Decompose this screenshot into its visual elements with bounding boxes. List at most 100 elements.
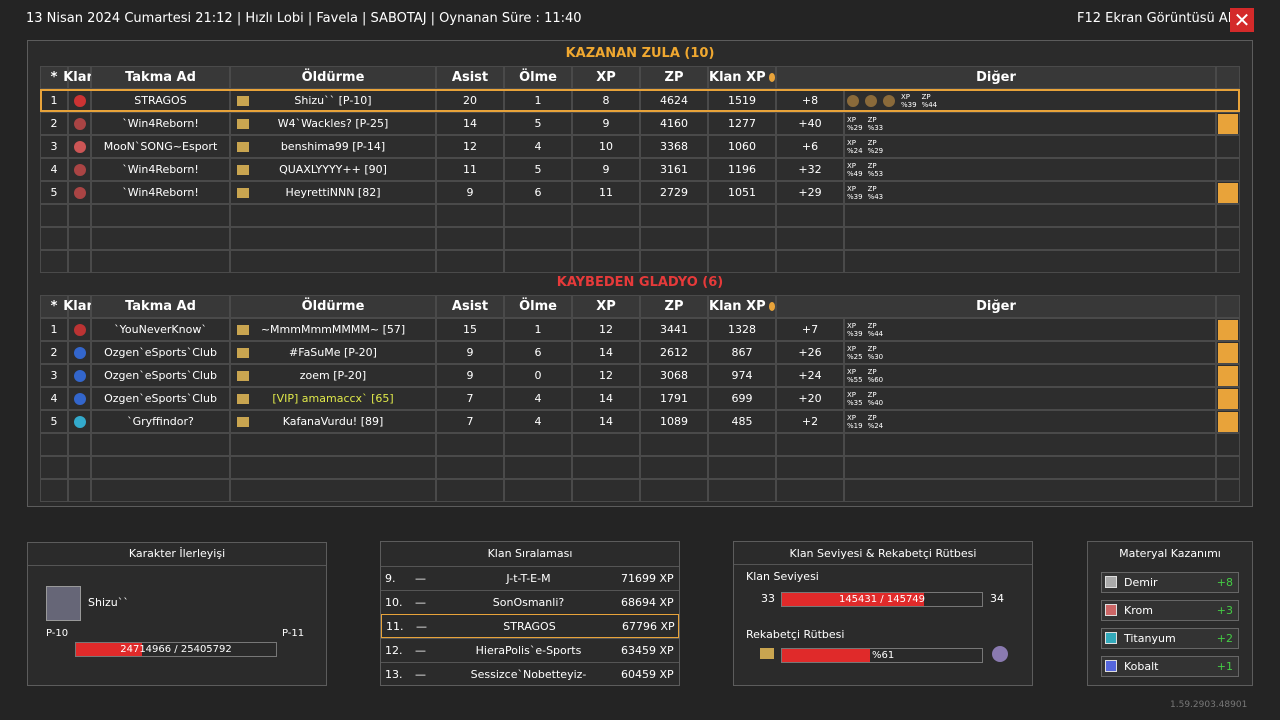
table-cell: [708, 456, 776, 479]
level: 33: [761, 592, 775, 605]
cell-text: 1: [534, 94, 542, 107]
material-icon: [1105, 604, 1117, 616]
divider: [734, 564, 1032, 565]
table-cell: 1196: [708, 158, 776, 181]
trend: —: [415, 572, 426, 585]
trend: —: [416, 620, 427, 633]
table-cell: 3161: [640, 158, 708, 181]
column-header: [1216, 295, 1240, 318]
add-friend-button[interactable]: [1218, 412, 1238, 432]
table-cell: [40, 227, 68, 250]
bonus-value: %35: [847, 398, 863, 407]
cell-text: MooN`SONG~Esport: [103, 140, 218, 153]
table-cell: 12: [572, 364, 640, 387]
cell-text: +40: [798, 117, 822, 130]
rank-icon: [237, 325, 249, 335]
table-cell: [1216, 318, 1240, 341]
bonus-value: %29: [847, 123, 863, 132]
column-header: Klan: [63, 295, 96, 318]
cell-text: 4: [534, 392, 542, 405]
table-cell: [1216, 387, 1240, 410]
table-cell: [844, 227, 1216, 250]
table-cell: [68, 479, 91, 502]
cell-text: 867: [731, 346, 753, 359]
column-header: Asist: [436, 295, 504, 318]
player-name: Shizu``: [88, 596, 129, 609]
add-friend-button[interactable]: [1218, 389, 1238, 409]
bonus-value: %29: [867, 146, 884, 155]
cell-text: 9: [466, 346, 474, 359]
add-friend-button[interactable]: [1218, 114, 1238, 134]
bonus-label: XP: [847, 344, 857, 353]
bonus-label: ZP: [867, 390, 877, 399]
achievement-icon: [865, 94, 877, 107]
label: Klan Seviyesi: [746, 570, 819, 583]
rank-icon: [237, 188, 249, 198]
table-cell: [436, 456, 504, 479]
cell-text: 12: [599, 369, 613, 382]
table-cell: [640, 227, 708, 250]
table-cell: [504, 456, 572, 479]
close-button[interactable]: ✕: [1230, 8, 1254, 32]
cell-text: 1: [50, 323, 58, 336]
screenshot-hint[interactable]: F12 Ekran Görüntüsü Al: [1077, 11, 1232, 26]
panel-title: Klan Sıralaması: [487, 547, 573, 560]
table-cell: 4160: [640, 112, 708, 135]
bonus-badge: ZP %53: [868, 162, 884, 178]
table-cell: XP %35 ZP %40: [844, 387, 1216, 410]
rank: 9.: [385, 572, 396, 585]
table-cell: 9: [436, 181, 504, 204]
table-cell: [504, 250, 572, 273]
bonus-badge: ZP %43: [868, 185, 884, 201]
cell-text: 1791: [660, 392, 688, 405]
table-cell: `YouNeverKnow`: [91, 318, 230, 341]
add-friend-button[interactable]: [1218, 183, 1238, 203]
column-header: Klan XP: [708, 295, 776, 318]
table-cell: [68, 410, 91, 433]
bonus-value: %39: [847, 329, 863, 338]
cell-text: +24: [798, 369, 822, 382]
table-cell: [1216, 410, 1240, 433]
table-cell: [640, 479, 708, 502]
rank: 13.: [385, 668, 403, 681]
add-friend-button[interactable]: [1218, 320, 1238, 340]
table-cell: [68, 250, 91, 273]
table-cell: [708, 479, 776, 502]
add-friend-button[interactable]: [1218, 366, 1238, 386]
rank-icon: [237, 348, 249, 358]
nickname: HeyrettiNNN [82]: [285, 186, 381, 199]
table-cell: 1791: [640, 387, 708, 410]
bonus-badge: ZP %30: [868, 345, 884, 361]
table-cell: `Win4Reborn!: [91, 112, 230, 135]
clan-level-panel: Klan Seviyesi & Rekabetçi Rütbesi Klan Se…: [733, 541, 1033, 686]
cell-text: +6: [801, 140, 819, 153]
character-panel: Karakter İlerleyişi Shizu`` P-10 P-11 247149…: [27, 542, 327, 686]
table-cell: 14: [572, 341, 640, 364]
table-cell: +2: [776, 410, 844, 433]
table-cell: HeyrettiNNN [82]: [230, 181, 436, 204]
cell-text: 1051: [728, 186, 756, 199]
table-cell: 4: [504, 135, 572, 158]
table-cell: 5: [40, 410, 68, 433]
table-cell: [1216, 433, 1240, 456]
cell-text: 3368: [660, 140, 688, 153]
table-cell: [640, 204, 708, 227]
table-cell: +7: [776, 318, 844, 341]
cell-text: `Win4Reborn!: [122, 186, 199, 199]
table-cell: [230, 250, 436, 273]
nickname: [VIP] amamaccx` [65]: [272, 392, 394, 405]
cell-text: +20: [798, 392, 822, 405]
cell-text: 699: [731, 392, 753, 405]
bonus-value: %40: [867, 398, 884, 407]
cell-text: STRAGOS: [134, 94, 187, 107]
table-cell: MooN`SONG~Esport: [91, 135, 230, 158]
cell-text: 974: [731, 369, 753, 382]
clan-name: J-t-T-E-M: [506, 572, 551, 585]
table-cell: 5: [504, 112, 572, 135]
table-cell: [776, 479, 844, 502]
cell-text: `Gryffindor?: [127, 415, 194, 428]
nickname: KafanaVurdu! [89]: [282, 415, 384, 428]
add-friend-button[interactable]: [1218, 343, 1238, 363]
table-cell: [230, 433, 436, 456]
clan-xp: 63459 XP: [621, 644, 674, 657]
